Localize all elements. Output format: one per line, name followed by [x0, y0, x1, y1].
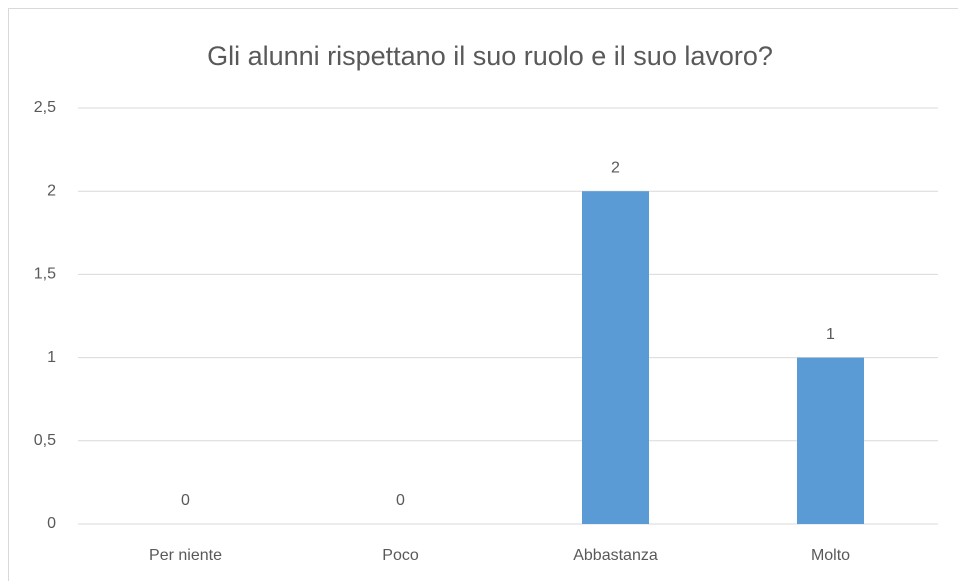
data-label: 0 — [181, 492, 190, 509]
chart-title: Gli alunni rispettano il suo ruolo e il … — [207, 41, 773, 71]
bar — [582, 191, 649, 524]
data-label: 2 — [611, 159, 620, 176]
data-label: 1 — [826, 326, 835, 343]
y-tick-label: 0 — [47, 515, 56, 532]
y-tick-label: 1,5 — [34, 266, 56, 283]
x-tick-label: Abbastanza — [573, 547, 658, 564]
x-tick-label: Per niente — [149, 547, 222, 564]
bar — [797, 357, 864, 524]
data-label: 0 — [396, 492, 405, 509]
y-tick-label: 0,5 — [34, 432, 56, 449]
x-tick-label: Poco — [382, 547, 419, 564]
y-tick-label: 2,5 — [34, 99, 56, 116]
y-tick-label: 1 — [47, 349, 56, 366]
y-tick-label: 2 — [47, 182, 56, 199]
x-tick-label: Molto — [811, 547, 850, 564]
